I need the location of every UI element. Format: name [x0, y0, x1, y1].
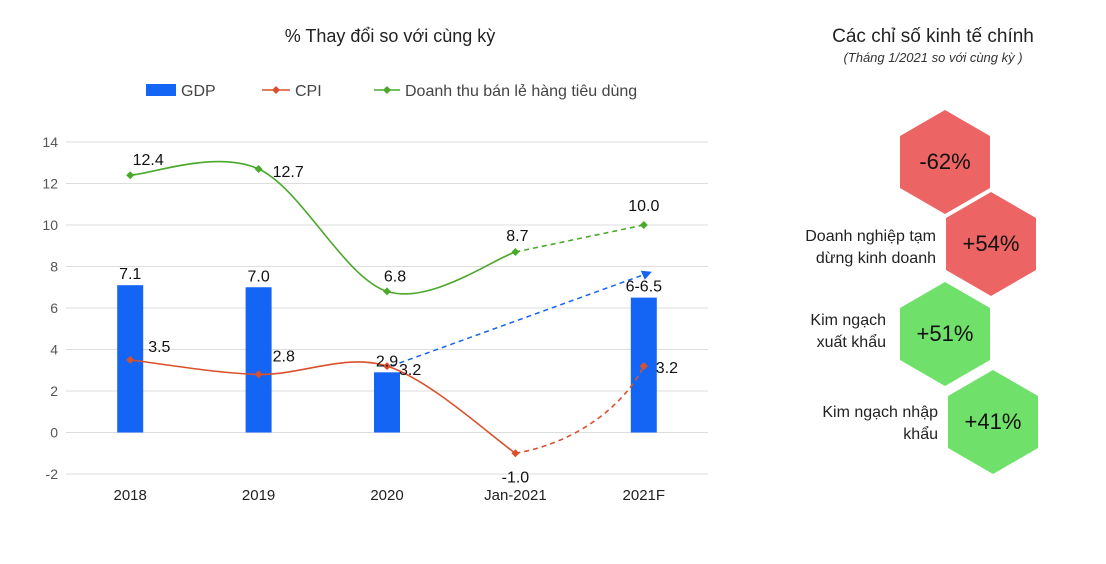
x-axis: 2018 2019 2020 Jan-2021 2021F — [114, 487, 666, 504]
legend-marker-cpi — [272, 86, 280, 94]
y-tick-label: 10 — [42, 217, 58, 233]
data-labels: 7.1 7.0 2.9 6-6.5 12.4 12.7 6.8 8.7 10.0 3.5 2.8 3.… — [119, 152, 678, 486]
gdp-bar — [374, 372, 400, 433]
cpi-data-label: 3.2 — [399, 362, 421, 379]
retail-data-label: 12.4 — [133, 152, 164, 169]
indicators-title: Các chỉ số kinh tế chính — [832, 26, 1034, 47]
gdp-projection-arrowhead — [640, 270, 652, 280]
x-tick-label: 2021F — [623, 487, 666, 504]
retail-marker — [254, 164, 263, 173]
cpi-marker — [511, 449, 520, 458]
cpi-marker — [639, 362, 648, 371]
cpi-data-label: -1.0 — [502, 469, 530, 486]
cpi-marker — [383, 362, 391, 371]
legend-swatch-gdp — [146, 84, 176, 96]
y-tick-label: 12 — [42, 176, 58, 192]
x-tick-label: Jan-2021 — [484, 487, 547, 504]
retail-forecast-line — [515, 224, 644, 253]
indicator-value-import: +41% — [964, 409, 1022, 434]
indicator-hex-suspended: +54% — [946, 192, 1036, 296]
cpi-line — [130, 359, 516, 454]
gdp-projection-arrow — [390, 273, 645, 367]
legend: GDP CPI Doanh thu bán lẻ hàng tiêu dùng — [146, 83, 637, 100]
legend-label-gdp: GDP — [181, 83, 216, 100]
y-tick-label: -2 — [46, 466, 59, 482]
cpi-data-label: 3.5 — [148, 339, 170, 356]
indicator-hex-import: +41% — [948, 370, 1038, 474]
indicator-label-suspended: Doanh nghiệp tạm dừng kinh doanh — [805, 228, 936, 267]
indicator-value-fdi: -62% — [919, 149, 971, 174]
gdp-data-label: 2.9 — [376, 353, 398, 370]
cpi-data-label: 3.2 — [656, 360, 678, 377]
indicators-subtitle: (Tháng 1/2021 so với cùng kỳ ) — [843, 50, 1023, 65]
retail-data-label: 10.0 — [628, 198, 659, 215]
retail-line — [130, 160, 516, 295]
x-tick-label: 2018 — [114, 487, 147, 504]
chart-title: % Thay đổi so với cùng kỳ — [285, 26, 496, 46]
series-lines — [126, 160, 652, 458]
x-tick-label: 2019 — [242, 487, 275, 504]
retail-data-label: 12.7 — [273, 164, 304, 181]
gdp-bars — [117, 285, 657, 433]
legend-label-cpi: CPI — [295, 83, 322, 100]
y-tick-label: 14 — [42, 134, 58, 150]
y-tick-label: 6 — [50, 300, 58, 316]
cpi-forecast-line — [515, 365, 645, 455]
retail-data-label: 6.8 — [384, 268, 406, 285]
retail-marker — [383, 287, 391, 296]
y-tick-label: 2 — [50, 383, 58, 399]
retail-data-label: 8.7 — [506, 228, 528, 245]
indicator-label-import: Kim ngạch nhập khẩu — [822, 404, 938, 443]
cpi-data-label: 2.8 — [273, 348, 295, 365]
cpi-marker — [254, 370, 263, 379]
y-tick-label: 8 — [50, 259, 58, 275]
retail-marker — [511, 247, 520, 256]
cpi-marker — [126, 355, 135, 364]
legend-label-retail: Doanh thu bán lẻ hàng tiêu dùng — [405, 83, 637, 100]
gdp-data-label: 7.0 — [247, 268, 269, 285]
indicators-panel: Các chỉ số kinh tế chính (Tháng 1/2021 s… — [760, 0, 1106, 564]
indicator-value-export: +51% — [916, 321, 974, 346]
gdp-data-label: 7.1 — [119, 266, 141, 283]
gdp-bar — [245, 287, 272, 433]
legend-marker-retail — [383, 86, 391, 94]
retail-marker — [639, 221, 648, 229]
indicator-hex-fdi: -62% — [900, 110, 990, 214]
y-tick-label: 4 — [50, 342, 58, 358]
retail-marker — [126, 171, 135, 180]
indicator-label-export: Kim ngạch xuất khẩu — [810, 312, 886, 351]
x-tick-label: 2020 — [370, 487, 403, 504]
indicator-value-suspended: +54% — [962, 231, 1020, 256]
y-tick-label: 0 — [50, 425, 58, 441]
combo-chart: % Thay đổi so với cùng kỳ GDP CPI Doanh th… — [42, 26, 708, 504]
gdp-data-label: 6-6.5 — [626, 279, 663, 296]
indicator-hex-export: +51% — [900, 282, 990, 386]
